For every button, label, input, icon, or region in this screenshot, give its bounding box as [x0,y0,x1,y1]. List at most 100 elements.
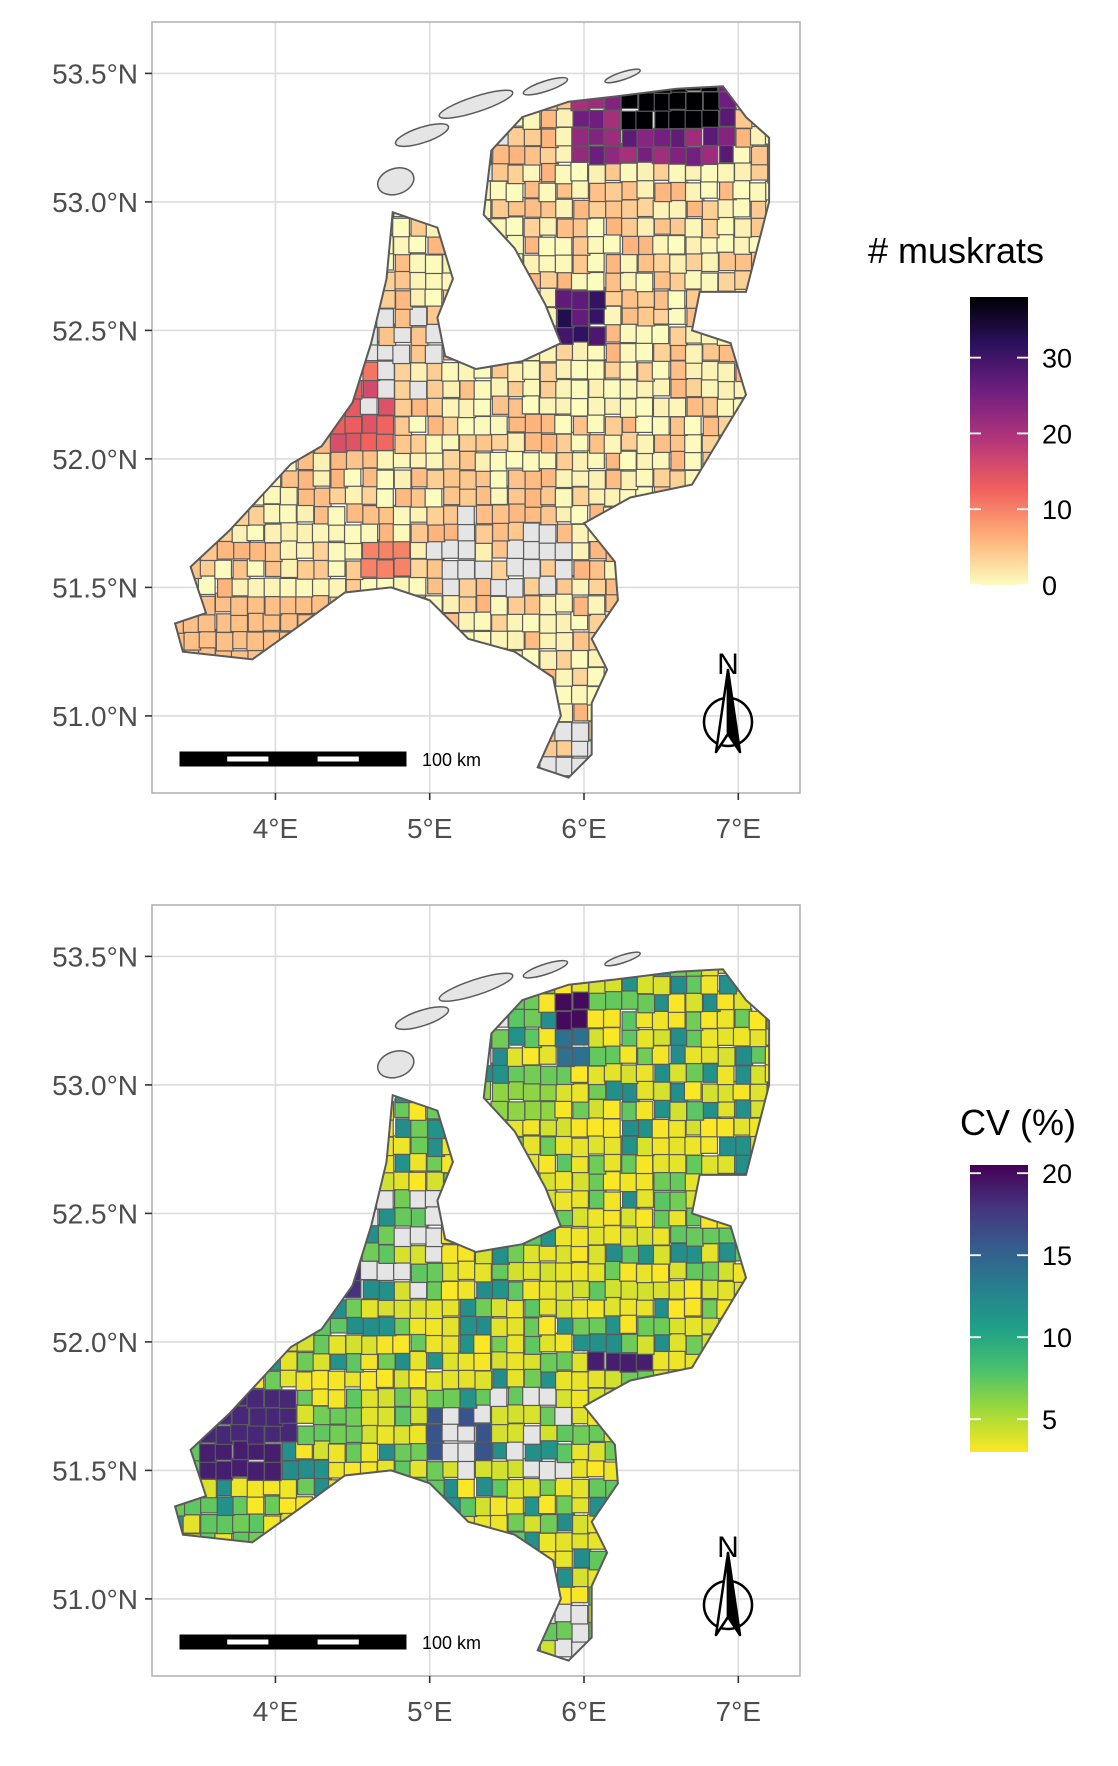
municipality-shape [554,236,573,256]
municipality-shape [506,630,525,651]
municipality-shape [393,1281,412,1301]
municipality-shape [603,144,622,165]
municipality-shape [456,505,475,526]
municipality-shape [620,1064,639,1085]
municipality-shape [717,1026,735,1046]
municipality-shape [410,1441,429,1461]
municipality-shape [378,1316,397,1337]
municipality-shape [279,1478,298,1499]
municipality-shape [313,1334,332,1355]
municipality-shape [602,234,621,254]
municipality-shape [765,180,770,201]
municipality-shape [588,145,607,166]
municipality-shape [473,1080,492,1101]
municipality-shape [375,488,394,509]
municipality-shape [669,488,688,508]
x-tick-label: 4°E [253,813,298,844]
map-layer [152,22,800,793]
municipality-shape [507,595,526,615]
municipality-shape [684,1044,703,1065]
municipality-shape [651,1010,670,1031]
municipality-shape [524,413,543,434]
municipality-shape [699,179,718,199]
municipality-shape [605,215,624,236]
municipality-shape [393,235,411,256]
municipality-shape [733,218,752,238]
municipality-shape [685,1154,704,1175]
municipality-shape [507,1261,526,1282]
municipality-shape [457,1460,476,1480]
municipality-shape [733,1173,752,1193]
municipality-shape [343,524,362,545]
municipality-shape [555,126,573,147]
municipality-shape [424,344,443,365]
municipality-shape [586,413,605,434]
municipality-shape [378,326,397,347]
municipality-shape [441,398,460,418]
scale-bar-gap [227,756,269,762]
municipality-shape [718,251,737,272]
municipality-shape [605,1080,624,1101]
municipality-shape [263,1461,282,1482]
municipality-shape [441,361,460,382]
island-shape [604,951,641,967]
municipality-shape [522,1260,541,1281]
municipality-shape [635,110,654,131]
municipality-shape [750,217,769,238]
municipality-shape [685,377,704,398]
municipality-shape [605,469,624,490]
municipality-shape [636,974,655,995]
municipality-shape [636,1226,655,1246]
municipality-shape [571,1567,590,1588]
scale-bar: 100 km [179,750,481,770]
municipality-shape [378,1206,397,1227]
municipality-shape [327,1389,346,1409]
municipality-shape [571,1352,590,1373]
municipality-shape [393,361,412,382]
municipality-shape [327,506,346,526]
municipality-shape [506,1333,525,1354]
municipality-shape [685,1335,704,1355]
municipality-shape [296,502,315,523]
municipality-shape [278,1389,297,1409]
municipality-shape [555,1082,574,1103]
municipality-shape [668,397,687,418]
municipality-shape [246,1478,265,1498]
municipality-shape [491,560,510,581]
municipality-shape [555,325,574,345]
municipality-shape [249,1406,267,1427]
municipality-shape [603,1191,622,1212]
municipality-shape [572,990,591,1010]
municipality-shape [684,126,703,147]
municipality-shape [538,236,556,257]
municipalities [175,86,770,778]
municipality-shape [621,289,640,309]
municipality-shape [733,235,752,255]
municipality-shape [246,594,265,614]
municipality-shape [426,1388,445,1409]
municipality-shape [571,1207,590,1228]
municipality-shape [524,1100,543,1121]
municipality-shape [619,379,638,399]
municipality-shape [296,1475,315,1496]
municipality-shape [554,1191,573,1212]
municipality-shape [457,1351,476,1371]
municipality-shape [538,1045,557,1065]
municipality-shape [602,1099,621,1120]
municipality-shape [555,631,574,652]
y-tick-label: 53.5°N [52,58,138,89]
municipality-shape [521,1045,540,1066]
choropleth-map-muskrats: 53.5°N 53.0°N 52.5°N 52.0°N 51.5°N 51.0°N 4°E 5… [52,21,1072,844]
municipality-shape [636,1136,655,1157]
municipality-shape [392,522,411,543]
municipality-shape [279,485,298,506]
scale-bar-gap [317,756,359,762]
municipality-shape [636,1335,655,1355]
municipality-shape [637,993,656,1014]
municipality-shape [473,380,492,400]
y-tick-label: 52.5°N [52,1198,138,1229]
municipality-shape [246,1388,265,1409]
municipality-shape [394,1387,413,1408]
municipality-shape [570,504,589,525]
municipality-shape [392,217,411,238]
